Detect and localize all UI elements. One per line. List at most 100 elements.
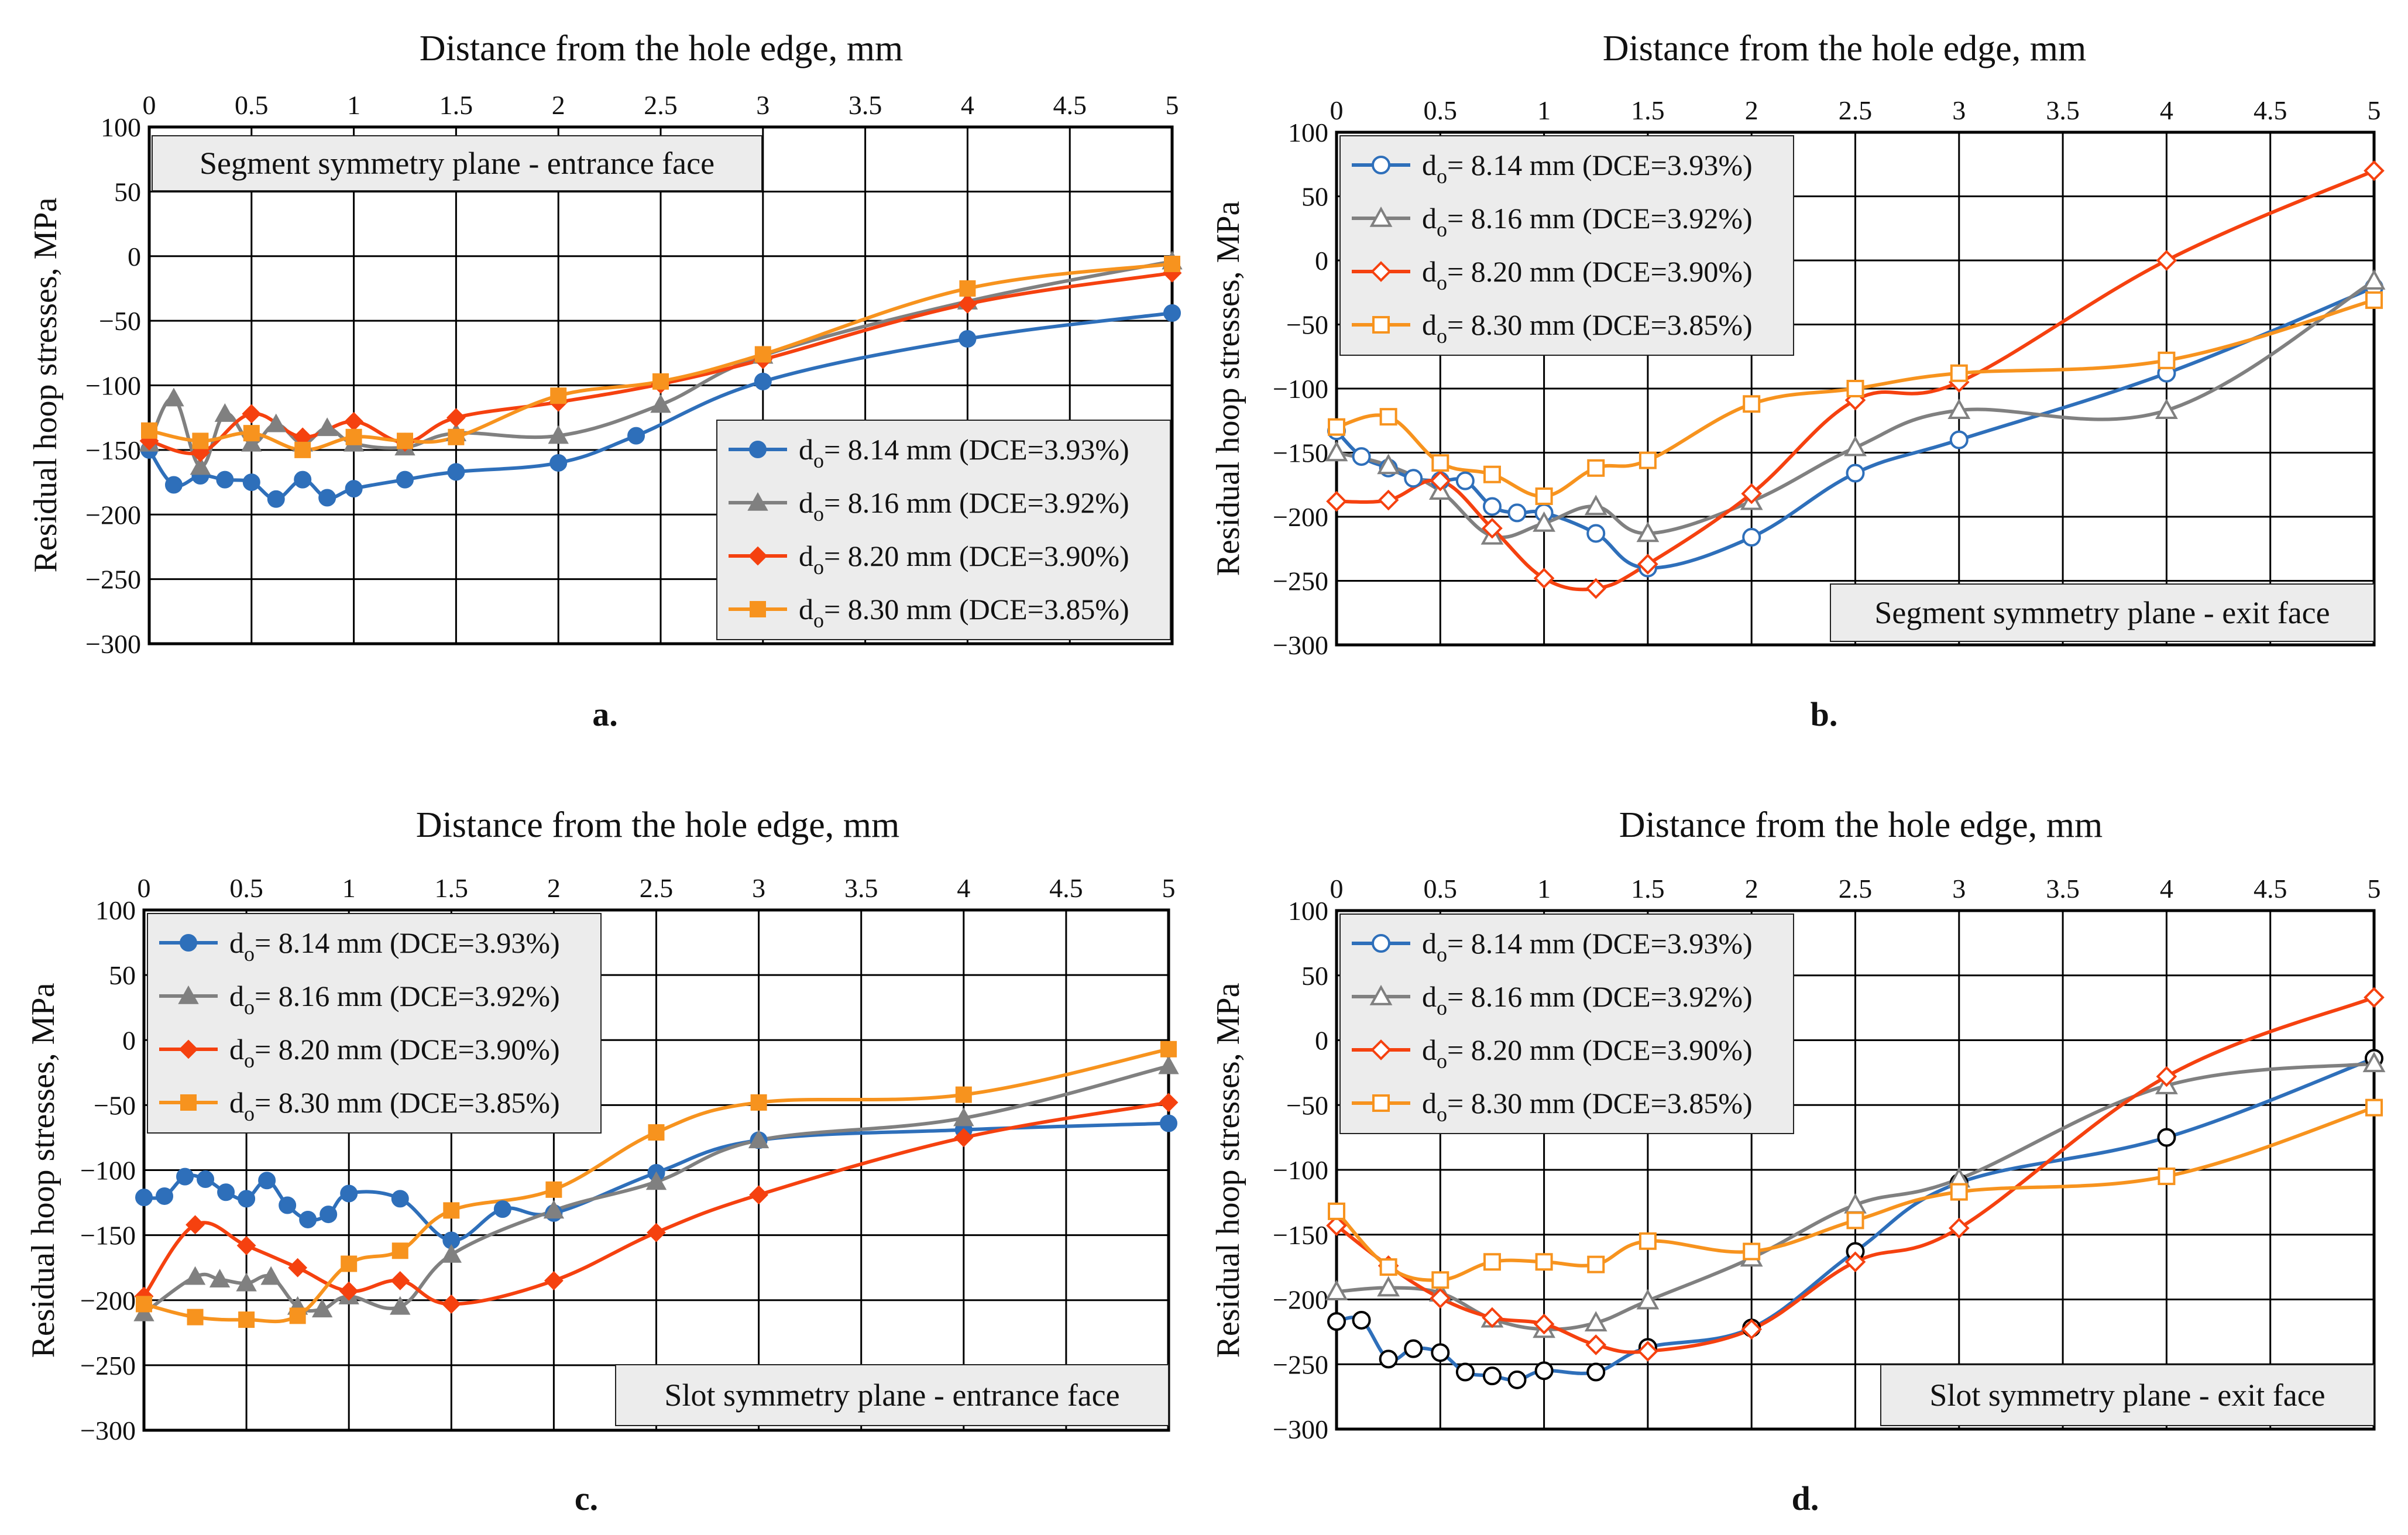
data-point-d816 bbox=[1377, 1276, 1400, 1297]
data-point-d830 bbox=[1328, 1202, 1345, 1220]
y-tick-label: 0 bbox=[1315, 246, 1328, 276]
legend-entry-label: do= 8.20 mm (DCE=3.90%) bbox=[799, 540, 1129, 579]
data-point-d816 bbox=[260, 1266, 281, 1285]
x-tick-label: 4.5 bbox=[2254, 874, 2287, 904]
data-point-d814 bbox=[164, 476, 183, 494]
data-point-d820 bbox=[1326, 1215, 1347, 1237]
data-point-d814 bbox=[320, 1206, 338, 1224]
data-point-d820 bbox=[390, 1270, 410, 1290]
x-tick-label: 0.5 bbox=[1424, 95, 1458, 125]
data-point-d820 bbox=[647, 1222, 666, 1242]
data-point-d814 bbox=[345, 480, 363, 498]
legend-marker bbox=[1369, 984, 1393, 1005]
data-point-d816 bbox=[1844, 435, 1867, 456]
data-point-d816 bbox=[1636, 1289, 1660, 1310]
y-tick-label: 100 bbox=[101, 112, 141, 142]
legend: do= 8.14 mm (DCE=3.93%) do= 8.16 mm (DCE=… bbox=[147, 913, 602, 1134]
data-point-d816 bbox=[2362, 1052, 2386, 1073]
series-group bbox=[1325, 160, 2386, 599]
legend-marker bbox=[180, 934, 197, 952]
data-point-d820 bbox=[288, 1258, 308, 1278]
x-tick-label: 0.5 bbox=[229, 873, 263, 903]
annotation-bg bbox=[1830, 583, 2375, 642]
x-tick-label: 4 bbox=[2160, 874, 2173, 904]
y-tick-label: 50 bbox=[114, 177, 141, 207]
legend-entry-label: do= 8.30 mm (DCE=3.85%) bbox=[1422, 1087, 1753, 1126]
x-axis-title: Distance from the hole edge, mm bbox=[1619, 805, 2103, 845]
data-point-d814 bbox=[135, 1189, 153, 1207]
x-tick-label: 5 bbox=[1162, 873, 1176, 903]
data-point-d830 bbox=[1587, 1255, 1605, 1273]
y-tick-label: −250 bbox=[1273, 1349, 1328, 1379]
x-tick-label: 4 bbox=[2160, 95, 2173, 125]
data-point-d814 bbox=[1482, 1366, 1502, 1386]
data-point-d820 bbox=[1637, 1341, 1658, 1362]
data-point-d814 bbox=[340, 1184, 358, 1203]
data-point-d814 bbox=[447, 463, 465, 481]
data-point-d814 bbox=[1163, 304, 1181, 322]
x-tick-label: 0 bbox=[143, 90, 156, 120]
y-tick-label: −300 bbox=[80, 1416, 136, 1445]
x-tick-label: 4.5 bbox=[1053, 90, 1087, 120]
data-point-d830 bbox=[294, 441, 311, 458]
data-point-d816 bbox=[953, 1107, 974, 1127]
x-tick-label: 5 bbox=[2368, 874, 2381, 904]
data-point-d830 bbox=[345, 428, 362, 445]
data-point-d830 bbox=[238, 1311, 255, 1328]
legend-entry-label: do= 8.30 mm (DCE=3.85%) bbox=[799, 593, 1129, 632]
data-point-d816 bbox=[184, 1266, 206, 1285]
x-tick-label: 3.5 bbox=[844, 873, 878, 903]
x-tick-label: 1 bbox=[342, 873, 356, 903]
data-point-d814 bbox=[1160, 1114, 1177, 1132]
data-point-d830 bbox=[341, 1255, 358, 1272]
x-tick-label: 2 bbox=[547, 873, 561, 903]
y-tick-label: −300 bbox=[1273, 630, 1328, 660]
data-point-d830 bbox=[2158, 351, 2176, 369]
x-tick-label: 2 bbox=[1745, 95, 1758, 125]
data-point-d814 bbox=[238, 1190, 256, 1208]
data-point-d820 bbox=[236, 1235, 256, 1255]
legend-entry-label: do= 8.14 mm (DCE=3.93%) bbox=[229, 926, 560, 966]
data-point-d816 bbox=[163, 387, 184, 407]
data-point-d820 bbox=[1326, 490, 1347, 512]
data-point-d830 bbox=[1950, 364, 1968, 382]
data-point-d820 bbox=[242, 404, 262, 424]
legend: do= 8.14 mm (DCE=3.93%) do= 8.16 mm (DCE=… bbox=[1339, 914, 1794, 1134]
data-point-d830 bbox=[1431, 454, 1449, 472]
y-tick-label: −200 bbox=[80, 1286, 136, 1316]
x-tick-label: 1 bbox=[1537, 874, 1551, 904]
y-tick-label: −100 bbox=[1273, 1155, 1328, 1185]
data-point-d830 bbox=[1846, 380, 1864, 397]
y-tick-label: 0 bbox=[128, 242, 141, 272]
data-point-d830 bbox=[648, 1124, 665, 1141]
data-point-d820 bbox=[186, 1215, 205, 1235]
y-axis-title: Residual hoop stresses, MPa bbox=[1210, 201, 1246, 576]
panel-label: a. bbox=[592, 695, 618, 733]
data-point-d830 bbox=[2158, 1167, 2176, 1186]
data-point-d814 bbox=[1534, 1361, 1554, 1381]
data-point-d814 bbox=[2157, 1128, 2176, 1147]
x-tick-label: 1 bbox=[347, 90, 360, 120]
data-point-d830 bbox=[397, 432, 413, 449]
y-tick-label: 50 bbox=[1301, 182, 1328, 212]
data-point-d830 bbox=[955, 1086, 972, 1103]
x-tick-label: 3 bbox=[1952, 874, 1966, 904]
data-point-d814 bbox=[156, 1187, 174, 1205]
x-tick-label: 1.5 bbox=[435, 873, 469, 903]
y-axis-title: Residual hoop stresses, MPa bbox=[25, 983, 61, 1358]
data-point-d816 bbox=[1325, 1280, 1348, 1301]
data-point-d816 bbox=[390, 1296, 411, 1315]
legend-marker bbox=[748, 546, 768, 566]
data-point-d820 bbox=[1844, 1251, 1866, 1273]
data-point-d830 bbox=[750, 1094, 767, 1111]
chart-panel-c: 0 0.5 1 1.5 2 2.5 3 3.5 4 4.5 5 100 50 0 −50 −100 −150 −2… bbox=[25, 805, 1179, 1517]
data-point-d820 bbox=[1482, 517, 1503, 539]
y-tick-label: −150 bbox=[1273, 1220, 1328, 1250]
x-tick-label: 2.5 bbox=[1839, 95, 1873, 125]
data-point-d816 bbox=[1584, 495, 1607, 516]
data-point-d816 bbox=[236, 1272, 257, 1292]
data-point-d830 bbox=[1638, 1232, 1657, 1250]
legend-marker bbox=[1370, 1039, 1392, 1060]
legend-marker bbox=[749, 441, 767, 458]
